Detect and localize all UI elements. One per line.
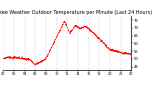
Title: Milwaukee Weather Outdoor Temperature per Minute (Last 24 Hours): Milwaukee Weather Outdoor Temperature pe… xyxy=(0,10,152,15)
